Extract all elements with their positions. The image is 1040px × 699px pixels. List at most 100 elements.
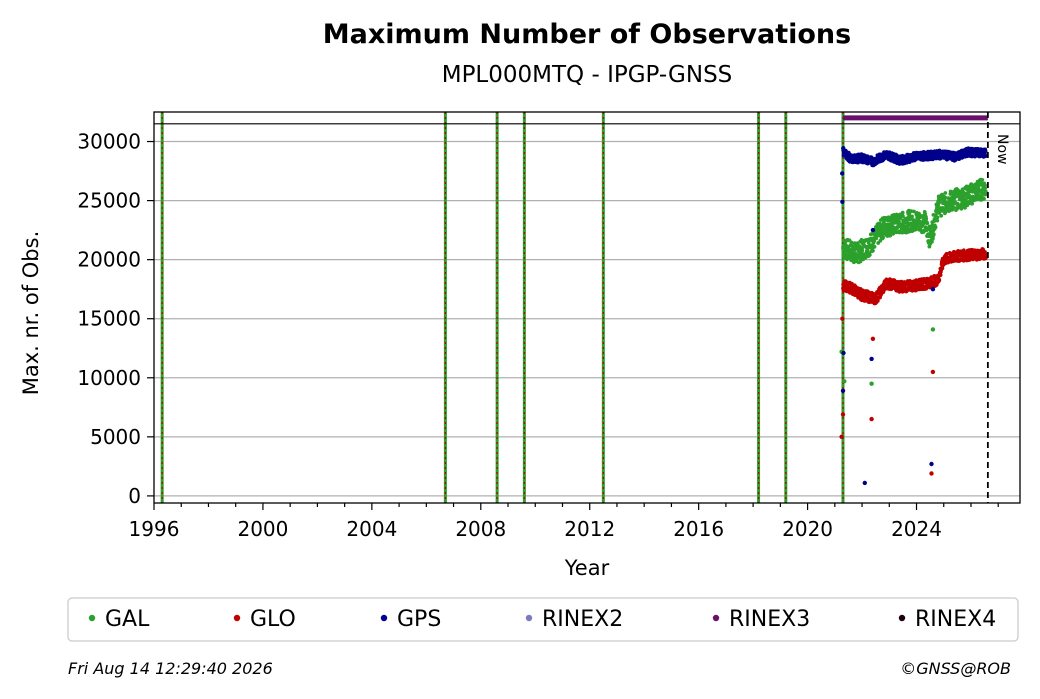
legend-marker: [233, 614, 241, 622]
data-point: [944, 251, 949, 256]
data-point: [937, 278, 942, 283]
data-point: [940, 266, 945, 271]
legend-marker: [712, 614, 720, 622]
series-glo: [839, 247, 988, 476]
legend: GAL GLO GPS RINEX2 RINEX3 RINEX4: [67, 597, 1019, 642]
legend-item-rinex4: RINEX4: [898, 607, 996, 632]
series-gps: [840, 146, 988, 486]
outlier-point: [869, 356, 874, 362]
legend-item-glo: GLO: [233, 607, 296, 632]
data-point: [963, 205, 967, 210]
legend-label: GLO: [250, 607, 296, 632]
outlier-point: [840, 316, 845, 321]
footer-copyright: ©GNSS@ROB: [900, 659, 1011, 678]
data-point: [867, 253, 872, 257]
data-point: [914, 278, 919, 282]
data-point: [941, 206, 946, 211]
data-point: [983, 256, 988, 261]
legend-item-rinex3: RINEX3: [712, 607, 810, 632]
outlier-point: [869, 381, 874, 386]
y-tick-label: 30000: [77, 130, 141, 154]
y-tick-label: 15000: [77, 307, 141, 331]
data-point: [933, 225, 938, 230]
outlier-point: [840, 199, 845, 204]
data-point: [931, 236, 935, 240]
x-tick-label: 2000: [237, 517, 288, 541]
y-axis-label: Max. nr. of Obs.: [19, 231, 43, 396]
plot-frame: [153, 111, 1021, 504]
y-tick-label: 5000: [90, 425, 141, 449]
data-point: [935, 215, 940, 220]
data-point: [931, 232, 936, 237]
data-point: [910, 214, 914, 219]
data-point: [983, 149, 988, 154]
data-point: [854, 252, 858, 257]
legend-box: [67, 597, 1019, 642]
outlier-point: [839, 434, 844, 439]
data-point: [982, 196, 986, 201]
outlier-point: [930, 287, 936, 292]
data-point: [900, 210, 905, 215]
data-point: [901, 214, 905, 219]
data-point: [951, 204, 955, 209]
data-point: [930, 240, 934, 244]
series-gal: [839, 177, 988, 386]
data-point: [923, 212, 927, 216]
data-point: [852, 241, 857, 246]
legend-item-gal: GAL: [88, 607, 150, 632]
grid-lines: [154, 140, 1020, 497]
data-point: [849, 241, 854, 246]
outlier-point: [869, 416, 874, 422]
data-point: [872, 244, 877, 249]
outlier-point: [930, 327, 936, 332]
outlier-point: [862, 480, 867, 486]
data-point: [913, 227, 918, 232]
legend-label: RINEX4: [915, 607, 996, 632]
data-point: [924, 216, 929, 221]
data-point: [970, 201, 974, 206]
x-axis-ticks: 1996 2000 2004 2008 2012 2016 2020 2024: [129, 503, 999, 541]
data-point: [983, 154, 988, 158]
outlier-point: [840, 171, 845, 176]
data-point: [937, 200, 942, 205]
legend-item-rinex2: RINEX2: [525, 607, 623, 632]
chart-subtitle: MPL000MTQ - IPGP-GNSS: [442, 62, 733, 88]
x-tick-label: 2008: [455, 517, 506, 541]
y-tick-label: 25000: [77, 189, 141, 213]
data-point: [939, 213, 944, 218]
legend-marker: [525, 614, 533, 622]
data-point: [943, 191, 948, 195]
legend-marker: [88, 614, 96, 622]
data-point: [983, 192, 988, 197]
chart-title: Maximum Number of Observations: [323, 19, 851, 50]
data-point: [983, 189, 988, 194]
data-points: [839, 146, 988, 486]
legend-marker: [898, 614, 906, 622]
x-tick-label: 2024: [891, 517, 942, 541]
data-point: [912, 209, 916, 214]
data-point: [881, 235, 885, 240]
x-tick-label: 2020: [782, 517, 833, 541]
event-lines: [160, 112, 845, 503]
y-tick-label: 10000: [77, 366, 141, 390]
y-tick-label: 20000: [77, 248, 141, 272]
data-point: [938, 273, 943, 277]
legend-label: GAL: [105, 607, 150, 632]
data-point: [943, 195, 947, 200]
legend-item-gps: GPS: [380, 607, 441, 632]
data-point: [860, 248, 865, 253]
outlier-point: [840, 388, 846, 393]
chart-extras: Now: [154, 112, 1020, 503]
x-tick-label: 1996: [129, 517, 180, 541]
data-point: [980, 178, 985, 182]
data-point: [925, 221, 930, 226]
data-point: [852, 260, 856, 265]
data-point: [935, 218, 940, 223]
outlier-point: [929, 461, 934, 467]
legend-marker: [380, 614, 388, 622]
outlier-point: [930, 369, 936, 375]
legend-label: GPS: [397, 607, 441, 632]
outlier-point: [840, 412, 846, 417]
data-point: [897, 219, 901, 224]
